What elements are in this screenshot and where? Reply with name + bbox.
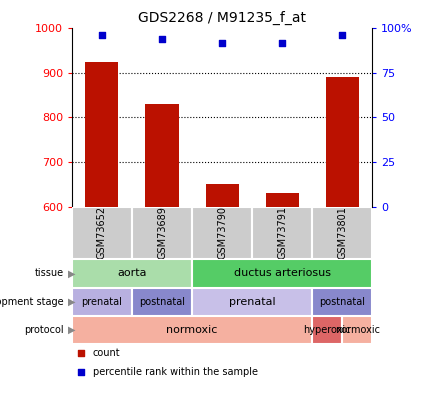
Bar [72, 316, 312, 344]
Bar [326, 77, 359, 207]
Text: prenatal: prenatal [82, 297, 122, 307]
Bar [85, 62, 118, 207]
Text: GSM73791: GSM73791 [277, 207, 287, 259]
Text: hyperoxic: hyperoxic [303, 325, 351, 335]
Bar [192, 288, 312, 316]
Text: GSM73801: GSM73801 [337, 207, 347, 259]
Bar [312, 288, 372, 316]
Bar [192, 207, 252, 259]
Text: GSM73652: GSM73652 [97, 206, 107, 260]
Bar [132, 207, 192, 259]
Text: prenatal: prenatal [229, 297, 275, 307]
Bar [132, 288, 192, 316]
Point [77, 350, 84, 356]
Bar [72, 207, 132, 259]
Text: ▶: ▶ [68, 269, 75, 278]
Bar [146, 104, 179, 207]
Bar [206, 184, 239, 207]
Text: protocol: protocol [24, 325, 63, 335]
Text: aorta: aorta [117, 269, 147, 278]
Text: normoxic: normoxic [166, 325, 218, 335]
Text: ▶: ▶ [68, 325, 75, 335]
Bar [342, 316, 372, 344]
Bar [252, 207, 312, 259]
Text: count: count [93, 348, 121, 358]
Text: ▶: ▶ [68, 297, 75, 307]
Title: GDS2268 / M91235_f_at: GDS2268 / M91235_f_at [138, 11, 306, 25]
Bar [312, 316, 342, 344]
Text: postnatal: postnatal [319, 297, 365, 307]
Point [219, 39, 225, 46]
Point [159, 36, 165, 42]
Bar [192, 259, 372, 288]
Point [77, 369, 84, 375]
Text: normoxic: normoxic [335, 325, 380, 335]
Point [99, 32, 105, 39]
Point [279, 39, 286, 46]
Text: development stage: development stage [0, 297, 63, 307]
Text: postnatal: postnatal [139, 297, 185, 307]
Text: GSM73790: GSM73790 [217, 207, 227, 259]
Bar [312, 207, 372, 259]
Bar [72, 288, 132, 316]
Bar [72, 259, 192, 288]
Text: ductus arteriosus: ductus arteriosus [233, 269, 331, 278]
Bar [266, 193, 299, 207]
Point [339, 32, 346, 39]
Text: percentile rank within the sample: percentile rank within the sample [93, 367, 258, 377]
Text: GSM73689: GSM73689 [157, 207, 167, 259]
Text: tissue: tissue [34, 269, 63, 278]
